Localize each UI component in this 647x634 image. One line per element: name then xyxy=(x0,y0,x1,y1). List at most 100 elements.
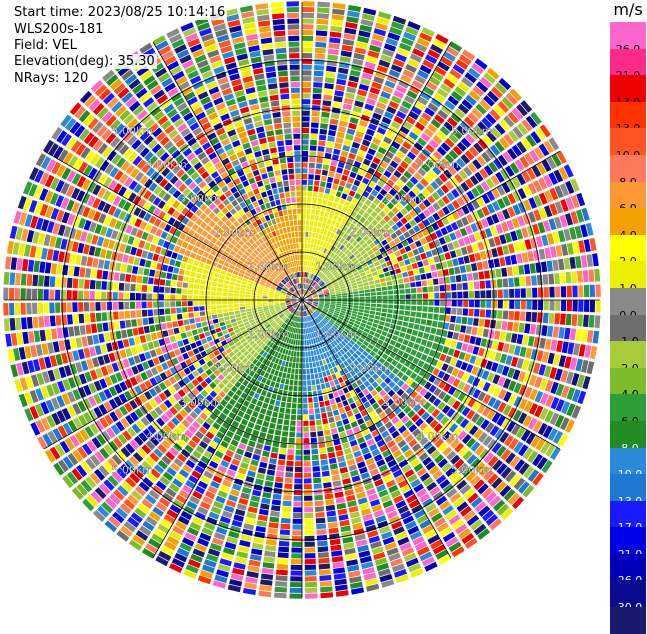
velocity-bin xyxy=(518,444,529,457)
velocity-bin xyxy=(467,397,476,408)
velocity-bin xyxy=(257,467,267,474)
velocity-bin xyxy=(327,176,334,183)
velocity-bin xyxy=(492,374,501,385)
velocity-bin xyxy=(486,290,492,299)
velocity-bin xyxy=(263,290,269,293)
velocity-bin xyxy=(204,377,213,385)
velocity-bin xyxy=(430,434,440,444)
velocity-bin xyxy=(312,313,316,318)
velocity-bin xyxy=(245,360,252,367)
velocity-bin xyxy=(570,211,579,225)
velocity-bin xyxy=(567,342,575,355)
velocity-bin xyxy=(329,306,336,309)
velocity-bin xyxy=(303,426,309,432)
velocity-bin xyxy=(199,440,208,450)
velocity-bin xyxy=(357,418,365,425)
velocity-bin xyxy=(581,329,588,342)
velocity-bin xyxy=(173,402,183,412)
velocity-bin xyxy=(285,361,289,367)
velocity-bin xyxy=(78,217,87,229)
velocity-bin xyxy=(47,430,58,444)
velocity-bin xyxy=(372,365,379,372)
velocity-bin xyxy=(90,313,96,323)
velocity-bin xyxy=(370,340,377,346)
velocity-bin xyxy=(414,275,421,281)
velocity-bin xyxy=(55,302,61,313)
velocity-bin xyxy=(307,260,310,267)
velocity-bin xyxy=(432,202,441,211)
velocity-bin xyxy=(332,340,338,346)
velocity-bin xyxy=(340,362,346,369)
velocity-bin xyxy=(166,535,180,546)
velocity-bin xyxy=(162,330,169,338)
velocity-bin xyxy=(209,441,219,449)
velocity-bin xyxy=(84,371,93,383)
velocity-bin xyxy=(323,376,329,383)
velocity-bin xyxy=(343,213,350,220)
velocity-bin xyxy=(132,452,144,463)
velocity-bin xyxy=(491,362,499,372)
velocity-bin xyxy=(405,116,416,125)
velocity-bin xyxy=(119,405,129,416)
velocity-bin xyxy=(158,255,165,263)
velocity-bin xyxy=(277,352,282,359)
velocity-bin xyxy=(357,328,363,334)
velocity-bin xyxy=(411,126,422,136)
velocity-bin xyxy=(317,307,323,310)
velocity-bin xyxy=(465,364,474,373)
velocity-bin xyxy=(343,139,352,147)
velocity-bin xyxy=(373,552,386,561)
velocity-bin xyxy=(112,511,125,524)
velocity-bin xyxy=(61,277,67,288)
velocity-bin xyxy=(484,270,491,279)
velocity-bin xyxy=(286,293,292,296)
velocity-bin xyxy=(240,347,247,354)
velocity-bin xyxy=(353,52,365,61)
velocity-bin xyxy=(98,404,108,415)
velocity-bin xyxy=(541,460,553,474)
velocity-bin xyxy=(44,356,52,369)
velocity-bin xyxy=(526,167,537,180)
velocity-bin xyxy=(10,257,18,270)
velocity-bin xyxy=(371,504,383,513)
velocity-bin xyxy=(336,131,345,139)
velocity-bin xyxy=(411,80,424,90)
velocity-bin xyxy=(265,312,271,317)
velocity-bin xyxy=(215,342,223,349)
velocity-bin xyxy=(318,557,330,564)
velocity-bin xyxy=(446,488,458,499)
velocity-bin xyxy=(335,137,344,144)
velocity-bin xyxy=(246,571,259,579)
velocity-bin xyxy=(385,318,392,323)
velocity-bin xyxy=(90,269,97,279)
velocity-bin xyxy=(281,436,288,443)
velocity-bin xyxy=(338,407,346,414)
velocity-bin xyxy=(485,178,495,189)
velocity-bin xyxy=(330,318,336,323)
velocity-bin xyxy=(516,334,524,345)
velocity-bin xyxy=(66,290,72,300)
velocity-bin xyxy=(500,466,512,479)
velocity-bin xyxy=(360,322,366,328)
velocity-bin xyxy=(126,264,133,273)
velocity-bin xyxy=(339,244,345,251)
velocity-bin xyxy=(558,327,565,339)
velocity-bin xyxy=(250,297,256,300)
velocity-bin xyxy=(194,317,201,323)
velocity-bin xyxy=(392,15,407,25)
velocity-bin xyxy=(342,300,348,302)
velocity-bin xyxy=(376,291,382,296)
velocity-bin xyxy=(276,465,285,472)
velocity-bin xyxy=(274,586,287,593)
velocity-bin xyxy=(367,194,375,202)
velocity-bin xyxy=(289,379,294,386)
velocity-bin xyxy=(330,296,336,299)
velocity-bin xyxy=(201,274,208,280)
velocity-bin xyxy=(521,252,529,263)
velocity-bin xyxy=(320,383,326,390)
velocity-bin xyxy=(158,497,171,508)
velocity-bin xyxy=(344,200,351,208)
velocity-bin xyxy=(530,435,541,448)
velocity-bin xyxy=(309,249,313,255)
velocity-bin xyxy=(256,298,262,300)
